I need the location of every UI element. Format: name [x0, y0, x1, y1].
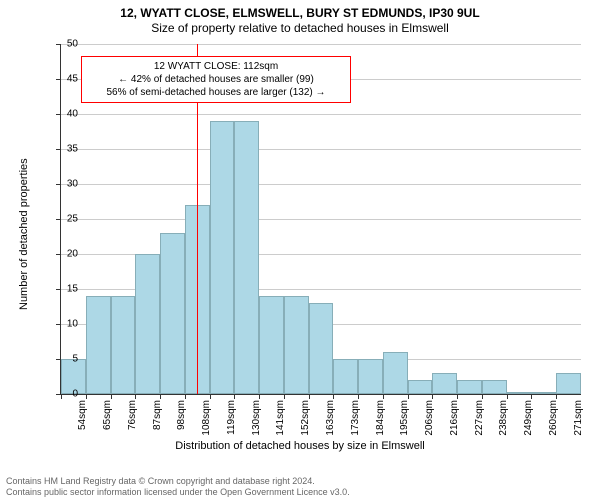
x-tick-label: 130sqm — [251, 400, 262, 440]
x-tick-label: 206sqm — [424, 400, 435, 440]
x-tick-mark — [556, 394, 557, 399]
x-tick-label: 173sqm — [350, 400, 361, 440]
x-tick-mark — [111, 394, 112, 399]
grid-line — [61, 219, 581, 220]
x-tick-label: 152sqm — [300, 400, 311, 440]
x-tick-mark — [210, 394, 211, 399]
histogram-bar — [259, 296, 284, 394]
histogram-bar — [408, 380, 433, 394]
x-tick-label: 163sqm — [325, 400, 336, 440]
histogram-bar — [210, 121, 235, 394]
x-tick-mark — [457, 394, 458, 399]
y-tick-label: 20 — [48, 249, 78, 260]
x-tick-mark — [284, 394, 285, 399]
annotation-line-2: ← 42% of detached houses are smaller (99… — [88, 73, 344, 86]
histogram-bar — [284, 296, 309, 394]
x-tick-label: 119sqm — [226, 400, 237, 440]
histogram-bar — [86, 296, 111, 394]
footer-line-2: Contains public sector information licen… — [6, 487, 350, 498]
histogram-bar — [432, 373, 457, 394]
x-tick-mark — [383, 394, 384, 399]
x-tick-mark — [531, 394, 532, 399]
grid-line — [61, 149, 581, 150]
chart-title-subtitle: Size of property relative to detached ho… — [0, 20, 600, 35]
x-tick-mark — [160, 394, 161, 399]
grid-line — [61, 184, 581, 185]
footer-line-1: Contains HM Land Registry data © Crown c… — [6, 476, 350, 487]
x-tick-label: 271sqm — [573, 400, 584, 440]
x-tick-mark — [135, 394, 136, 399]
y-tick-label: 0 — [48, 389, 78, 400]
x-tick-label: 195sqm — [399, 400, 410, 440]
y-tick-label: 15 — [48, 284, 78, 295]
x-tick-mark — [259, 394, 260, 399]
x-tick-label: 238sqm — [498, 400, 509, 440]
y-tick-label: 25 — [48, 214, 78, 225]
histogram-bar — [457, 380, 482, 394]
x-tick-mark — [358, 394, 359, 399]
histogram-bar — [358, 359, 383, 394]
x-axis-label: Distribution of detached houses by size … — [0, 440, 600, 452]
histogram-bar — [556, 373, 581, 394]
x-tick-label: 141sqm — [275, 400, 286, 440]
y-tick-label: 40 — [48, 109, 78, 120]
x-tick-mark — [309, 394, 310, 399]
annotation-line-1: 12 WYATT CLOSE: 112sqm — [88, 60, 344, 73]
histogram-bar — [383, 352, 408, 394]
y-tick-label: 10 — [48, 319, 78, 330]
y-tick-label: 50 — [48, 39, 78, 50]
x-tick-label: 260sqm — [548, 400, 559, 440]
x-tick-mark — [234, 394, 235, 399]
plot-area: 12 WYATT CLOSE: 112sqm ← 42% of detached… — [60, 44, 581, 395]
y-tick-label: 35 — [48, 144, 78, 155]
x-tick-label: 76sqm — [127, 400, 138, 440]
histogram-bar — [333, 359, 358, 394]
x-tick-mark — [408, 394, 409, 399]
x-tick-mark — [432, 394, 433, 399]
chart-container: 12, WYATT CLOSE, ELMSWELL, BURY ST EDMUN… — [0, 0, 600, 500]
x-tick-label: 54sqm — [77, 400, 88, 440]
annotation-line-3: 56% of semi-detached houses are larger (… — [88, 86, 344, 99]
x-tick-mark — [86, 394, 87, 399]
y-tick-label: 30 — [48, 179, 78, 190]
histogram-bar — [531, 392, 556, 394]
x-tick-mark — [185, 394, 186, 399]
histogram-bar — [309, 303, 334, 394]
footer-attribution: Contains HM Land Registry data © Crown c… — [6, 476, 350, 498]
x-tick-mark — [507, 394, 508, 399]
y-tick-label: 45 — [48, 74, 78, 85]
histogram-bar — [111, 296, 136, 394]
x-tick-label: 227sqm — [474, 400, 485, 440]
x-tick-mark — [333, 394, 334, 399]
histogram-bar — [160, 233, 185, 394]
histogram-bar — [234, 121, 259, 394]
y-axis-label: Number of detached properties — [18, 158, 30, 310]
x-tick-mark — [482, 394, 483, 399]
x-tick-label: 249sqm — [523, 400, 534, 440]
chart-title-address: 12, WYATT CLOSE, ELMSWELL, BURY ST EDMUN… — [0, 0, 600, 20]
x-tick-label: 216sqm — [449, 400, 460, 440]
annotation-box: 12 WYATT CLOSE: 112sqm ← 42% of detached… — [81, 56, 351, 103]
histogram-bar — [507, 392, 532, 394]
grid-line — [61, 44, 581, 45]
histogram-bar — [135, 254, 160, 394]
x-tick-label: 65sqm — [102, 400, 113, 440]
x-tick-label: 108sqm — [201, 400, 212, 440]
grid-line — [61, 114, 581, 115]
y-tick-label: 5 — [48, 354, 78, 365]
histogram-bar — [482, 380, 507, 394]
x-tick-label: 98sqm — [176, 400, 187, 440]
x-tick-label: 87sqm — [152, 400, 163, 440]
x-tick-label: 184sqm — [375, 400, 386, 440]
